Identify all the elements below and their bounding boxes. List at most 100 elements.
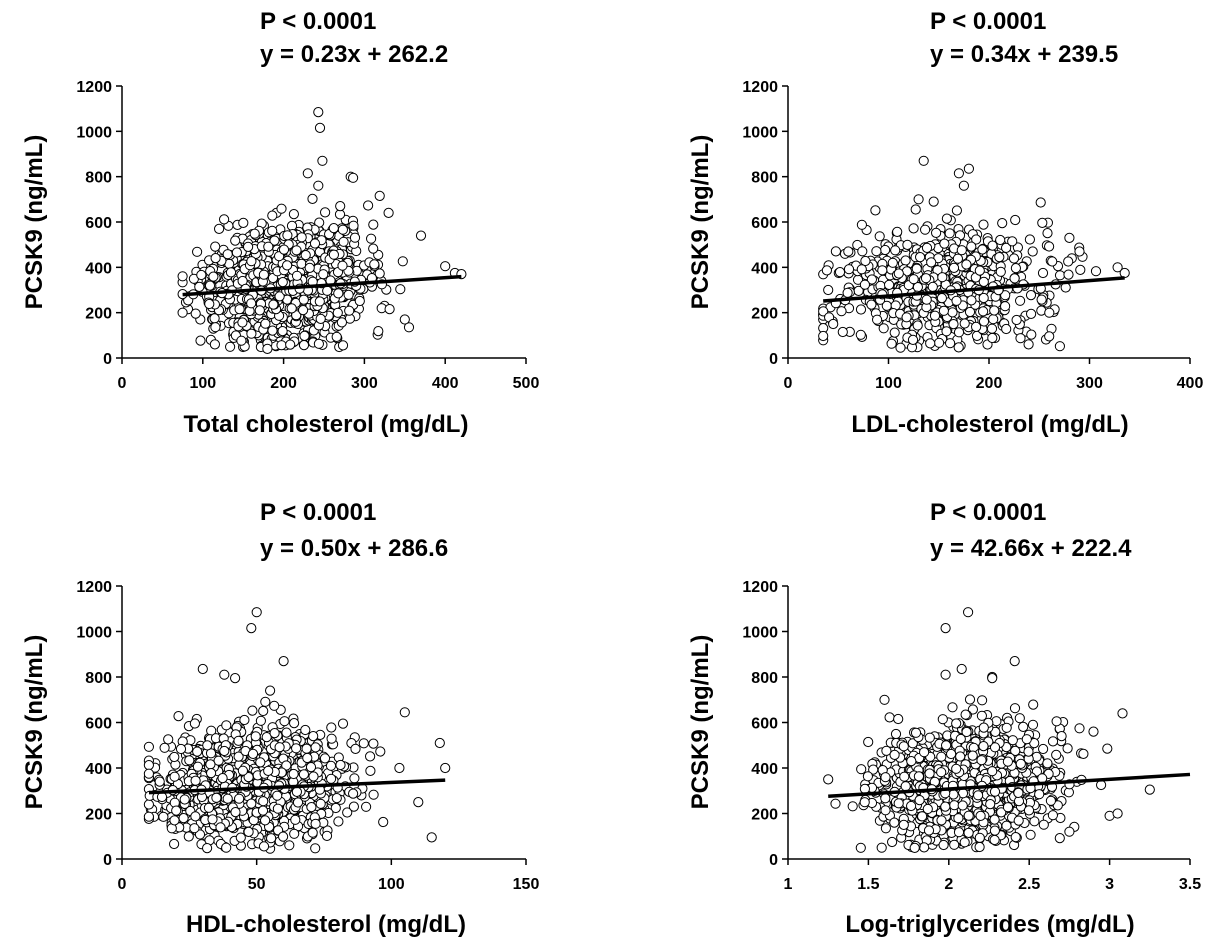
- y-tick-label: 400: [85, 761, 112, 778]
- data-point: [948, 789, 959, 800]
- x-tick-label: 400: [1177, 375, 1204, 392]
- data-point: [1028, 699, 1039, 710]
- data-point: [1064, 232, 1075, 243]
- data-point: [260, 318, 271, 329]
- data-point: [192, 246, 203, 257]
- data-point: [1051, 749, 1062, 761]
- data-point: [1024, 234, 1036, 245]
- data-point: [225, 267, 237, 278]
- data-point: [1014, 713, 1025, 724]
- data-point: [318, 269, 329, 280]
- data-point: [326, 733, 337, 744]
- data-point: [203, 802, 214, 813]
- data-point: [991, 716, 1002, 727]
- data-point: [1036, 294, 1047, 305]
- data-point: [221, 720, 232, 731]
- x-tick-label: 100: [378, 876, 405, 893]
- data-point: [209, 313, 220, 324]
- data-point: [989, 825, 1001, 836]
- data-point: [269, 728, 280, 739]
- data-point: [866, 299, 877, 310]
- data-point: [830, 798, 841, 809]
- data-point: [997, 218, 1008, 229]
- data-point: [863, 736, 874, 748]
- data-point: [305, 762, 317, 773]
- data-point: [219, 669, 230, 680]
- data-point: [1009, 273, 1020, 284]
- data-point: [1010, 214, 1021, 226]
- data-point: [947, 702, 958, 713]
- data-point: [219, 745, 230, 757]
- data-point: [959, 837, 970, 848]
- data-point: [354, 295, 365, 307]
- data-point: [349, 232, 361, 243]
- data-point: [918, 155, 929, 166]
- data-point: [291, 743, 302, 754]
- data-point: [1044, 241, 1055, 252]
- data-point: [1025, 290, 1037, 301]
- data-point: [313, 180, 324, 191]
- data-point: [947, 307, 958, 318]
- data-point: [222, 249, 233, 260]
- data-point: [308, 771, 319, 782]
- data-point: [1001, 820, 1012, 831]
- data-point: [290, 814, 301, 825]
- data-point: [855, 842, 866, 853]
- data-point: [322, 285, 333, 296]
- data-point: [890, 245, 901, 256]
- data-point: [913, 194, 924, 205]
- data-point: [394, 762, 405, 774]
- data-point: [336, 317, 347, 328]
- data-point: [368, 243, 379, 254]
- data-point: [949, 800, 960, 811]
- y-axis-label: PCSK9 (ng/mL): [687, 135, 714, 310]
- data-point: [403, 322, 415, 333]
- data-point: [230, 673, 241, 684]
- data-point: [902, 239, 913, 250]
- data-point: [978, 219, 989, 230]
- data-point: [177, 271, 188, 282]
- x-tick-label: 500: [513, 375, 540, 392]
- data-point: [263, 241, 274, 252]
- data-point: [348, 801, 359, 812]
- data-point: [307, 827, 318, 838]
- data-point: [315, 313, 326, 324]
- y-tick-label: 1000: [742, 124, 778, 141]
- data-point: [889, 327, 900, 338]
- data-point: [886, 338, 897, 349]
- data-point: [233, 735, 244, 746]
- data-point: [971, 321, 982, 332]
- data-point: [265, 685, 276, 696]
- data-point: [375, 746, 386, 757]
- p-value-label: P < 0.0001: [930, 499, 1046, 526]
- scatter-points: [823, 607, 1155, 854]
- data-point: [307, 193, 318, 204]
- data-point: [967, 750, 978, 761]
- data-point: [237, 765, 248, 776]
- data-point: [314, 296, 325, 307]
- data-point: [944, 228, 955, 239]
- data-point: [898, 819, 909, 831]
- data-point: [895, 342, 906, 353]
- data-point: [1001, 323, 1012, 335]
- data-point: [309, 238, 321, 249]
- data-point: [920, 224, 931, 235]
- data-point: [298, 340, 310, 351]
- data-point: [859, 279, 871, 290]
- data-point: [298, 294, 309, 305]
- data-point: [872, 314, 883, 325]
- data-point: [1075, 264, 1086, 275]
- data-point: [910, 204, 921, 215]
- data-point: [210, 241, 221, 252]
- data-point: [374, 190, 385, 201]
- data-point: [337, 718, 349, 729]
- data-point: [963, 810, 974, 821]
- data-point: [987, 332, 998, 344]
- data-point: [927, 281, 938, 292]
- data-point: [267, 225, 278, 236]
- data-point: [884, 279, 895, 290]
- data-point: [934, 337, 945, 348]
- data-point: [877, 265, 888, 276]
- data-point: [1038, 819, 1049, 830]
- data-point: [163, 734, 174, 745]
